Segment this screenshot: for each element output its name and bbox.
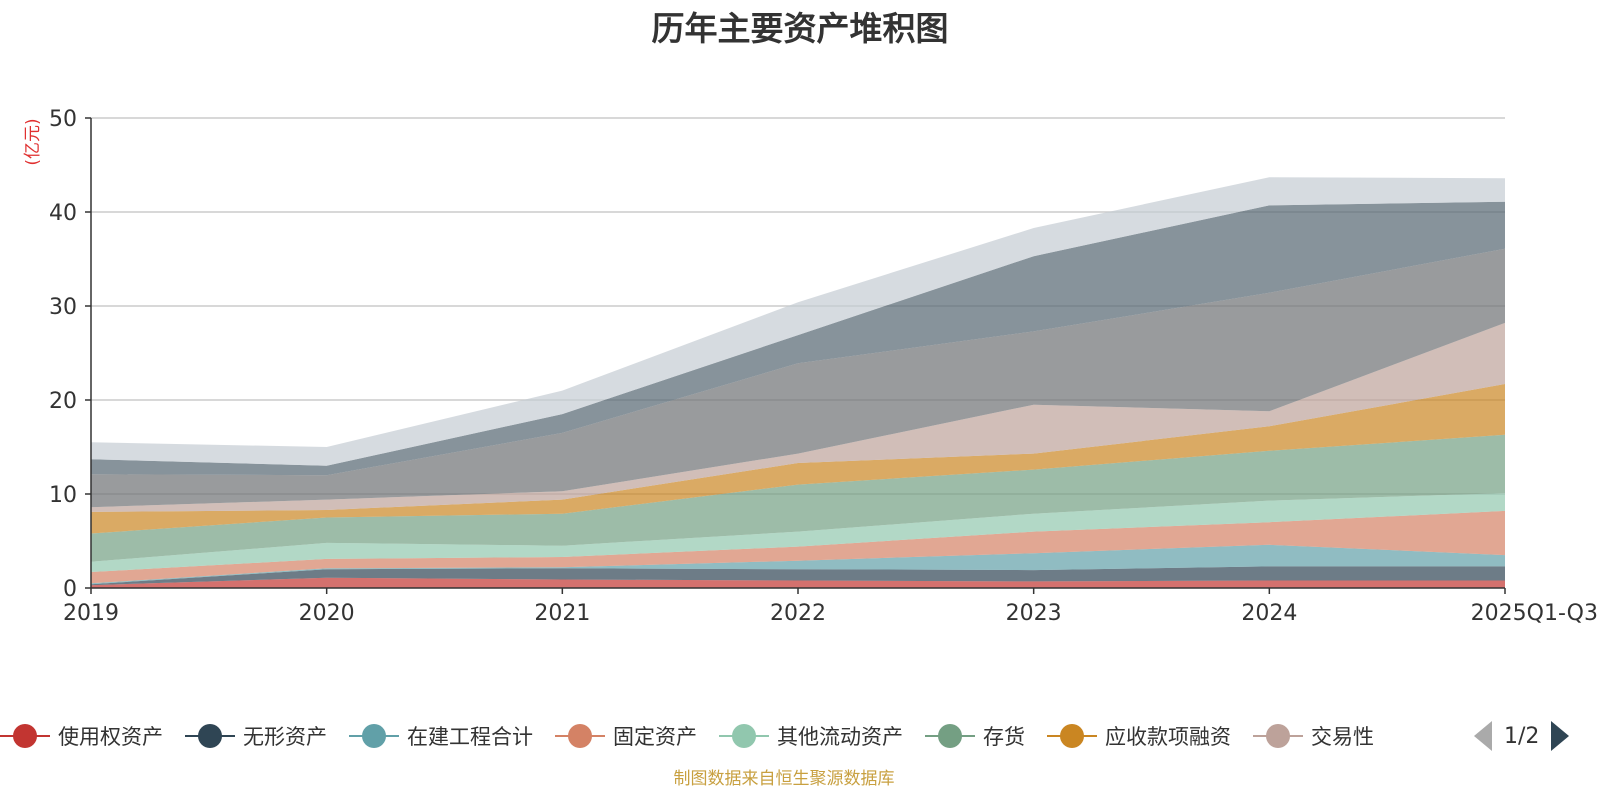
legend-next-page-icon[interactable]	[1551, 721, 1570, 751]
x-tick-label: 2019	[63, 601, 119, 626]
legend-marker-icon	[1253, 723, 1303, 749]
y-tick-label: 10	[49, 483, 77, 508]
legend-item[interactable]: 无形资产	[185, 721, 327, 751]
y-tick-label: 0	[63, 577, 77, 602]
x-tick-label: 2025Q1-Q3	[1471, 601, 1598, 626]
area-series-2[interactable]	[91, 544, 1505, 585]
source-note: 制图数据来自恒生聚源数据库	[673, 769, 895, 789]
x-tick-label: 2022	[770, 601, 826, 626]
legend-label: 使用权资产	[58, 725, 163, 749]
legend-marker-icon	[1047, 723, 1097, 749]
y-tick-label: 20	[49, 389, 77, 414]
x-tick-label: 2024	[1241, 601, 1297, 626]
area-series-7[interactable]	[91, 322, 1505, 512]
area-series-0[interactable]	[91, 577, 1505, 588]
legend-item[interactable]: 其他流动资产	[719, 721, 903, 751]
area-series-1[interactable]	[91, 566, 1505, 586]
area-series-3[interactable]	[91, 510, 1505, 584]
legend-label: 其他流动资产	[777, 725, 903, 749]
x-tick-label: 2020	[299, 601, 355, 626]
area-series-9[interactable]	[91, 201, 1505, 476]
y-tick-label: 40	[49, 201, 77, 226]
legend-item[interactable]: 交易性	[1253, 721, 1374, 751]
chart-title: 历年主要资产堆积图	[651, 9, 949, 48]
legend-marker-icon	[349, 723, 399, 749]
y-tick-label: 30	[49, 295, 77, 320]
legend-marker-icon	[719, 723, 769, 749]
legend-item[interactable]: 使用权资产	[0, 721, 163, 751]
y-tick-label: 50	[49, 107, 77, 132]
legend-pager: 1/2	[1470, 718, 1600, 754]
legend-prev-page-icon[interactable]	[1474, 721, 1492, 751]
legend-item[interactable]: 应收款项融资	[1047, 721, 1231, 751]
legend-label: 无形资产	[243, 725, 327, 749]
chart-plot: 0 10 20 30 40 50 2019 2020 2021 2022 2023 2024 2025Q…	[23, 107, 1598, 626]
area-series-4[interactable]	[91, 493, 1505, 572]
x-tick-label: 2021	[534, 601, 590, 626]
area-series-10[interactable]	[91, 177, 1505, 466]
legend: 使用权资产 无形资产 在建工程合计 固定资产 其他流动资产 存货 应收款项融资 交易性	[0, 718, 1480, 754]
legend-label: 在建工程合计	[407, 725, 533, 749]
area-series-6[interactable]	[91, 384, 1505, 534]
legend-marker-icon	[185, 723, 235, 749]
legend-label: 交易性	[1311, 725, 1374, 749]
y-axis-unit-label: (亿元)	[23, 118, 43, 165]
area-series-5[interactable]	[91, 434, 1505, 562]
legend-marker-icon	[555, 723, 605, 749]
legend-label: 存货	[983, 725, 1025, 749]
legend-item[interactable]: 在建工程合计	[349, 721, 533, 751]
legend-page-indicator: 1/2	[1504, 723, 1540, 749]
legend-item[interactable]: 固定资产	[555, 721, 697, 751]
legend-label: 固定资产	[613, 725, 697, 749]
x-tick-label: 2023	[1006, 601, 1062, 626]
legend-marker-icon	[0, 723, 50, 749]
legend-label: 应收款项融资	[1105, 725, 1231, 749]
area-series-8[interactable]	[91, 248, 1505, 508]
legend-marker-icon	[925, 723, 975, 749]
legend-item[interactable]: 存货	[925, 721, 1025, 751]
